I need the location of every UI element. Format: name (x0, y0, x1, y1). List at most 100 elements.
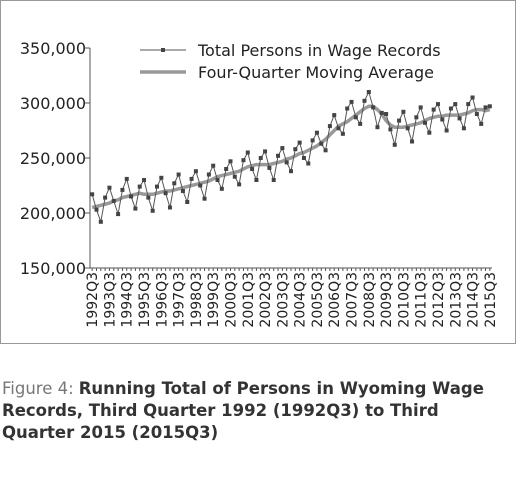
data-point (142, 178, 147, 182)
data-point (289, 169, 293, 174)
data-point (111, 198, 116, 203)
data-point (263, 149, 268, 154)
data-point (297, 140, 302, 145)
data-point (414, 115, 419, 120)
data-point (254, 178, 259, 182)
data-point (276, 153, 281, 158)
x-tick-label: 2014Q3 (466, 272, 482, 328)
data-point (418, 105, 423, 110)
data-point (146, 195, 151, 200)
data-point (94, 207, 99, 212)
data-point (483, 105, 488, 110)
x-tick-label: 2004Q3 (293, 272, 309, 328)
data-point (470, 95, 475, 100)
x-tick-label: 1996Q3 (154, 272, 170, 328)
data-point (388, 127, 393, 132)
data-point (410, 139, 415, 144)
x-tick-label: 2012Q3 (431, 272, 447, 328)
x-tick-label: 2005Q3 (310, 272, 326, 328)
data-point (258, 156, 263, 160)
data-point (271, 178, 276, 182)
x-tick-label: 1994Q3 (120, 272, 136, 328)
data-point (267, 165, 272, 170)
data-point (180, 189, 185, 193)
y-tick-label: 300,000 (20, 94, 86, 113)
data-point (375, 125, 380, 130)
x-tick-label: 2013Q3 (448, 272, 464, 328)
data-point (345, 106, 350, 111)
data-point (206, 172, 211, 177)
data-point (392, 142, 397, 147)
data-point (397, 118, 402, 123)
x-tick-label: 2006Q3 (327, 272, 343, 328)
data-point (349, 99, 354, 104)
data-point (172, 181, 177, 186)
x-tick-label: 1999Q3 (206, 272, 222, 328)
chart-frame (0, 0, 516, 344)
y-tick-label: 250,000 (20, 149, 86, 168)
x-tick-label: 2002Q3 (258, 272, 274, 328)
data-point (427, 130, 432, 135)
data-point (306, 161, 311, 166)
x-tick-label: 2010Q3 (396, 272, 412, 328)
data-point (444, 128, 449, 133)
x-tick-label: 2000Q3 (223, 272, 239, 328)
data-point (423, 120, 427, 125)
x-tick-label: 2011Q3 (414, 272, 430, 328)
data-point (202, 196, 207, 201)
data-point (103, 195, 108, 200)
data-point (211, 163, 216, 168)
data-point (185, 200, 190, 204)
data-point (314, 130, 319, 135)
data-point (241, 158, 246, 163)
data-point (487, 104, 492, 109)
x-tick-label: 1993Q3 (102, 272, 118, 328)
x-tick-label: 1992Q3 (85, 272, 101, 328)
data-point (163, 191, 168, 196)
data-point (159, 175, 164, 180)
caption-text: Running Total of Persons in Wyoming Wage… (2, 379, 484, 442)
data-point (167, 205, 172, 210)
data-point (466, 102, 471, 107)
data-point (293, 147, 298, 152)
data-point (90, 192, 95, 197)
x-tick-label: 2003Q3 (275, 272, 291, 328)
figure-label: Figure 4: (2, 379, 74, 398)
data-point (327, 124, 332, 129)
data-point (323, 148, 328, 153)
data-point (198, 183, 203, 188)
data-point (284, 160, 289, 165)
data-point (215, 178, 220, 182)
data-point (353, 115, 358, 120)
caption: Figure 4: Running Total of Persons in Wyo… (2, 378, 512, 444)
data-point (332, 113, 337, 118)
data-point (137, 184, 142, 189)
data-point (228, 159, 233, 164)
data-point (457, 116, 462, 121)
legend-label: Four-Quarter Moving Average (198, 63, 434, 82)
data-point (224, 167, 229, 171)
data-point (340, 131, 345, 136)
data-point (371, 105, 376, 110)
data-point (129, 194, 134, 199)
data-point (435, 102, 440, 107)
data-point (280, 146, 285, 151)
y-tick-label: 350,000 (20, 39, 86, 58)
legend-label: Total Persons in Wage Records (197, 41, 441, 60)
moving-average-line (91, 104, 491, 210)
x-tick-label: 1995Q3 (137, 272, 153, 328)
data-point (250, 167, 255, 171)
data-point (124, 176, 129, 181)
data-point (336, 126, 341, 131)
y-tick-label: 200,000 (20, 204, 86, 223)
data-point (310, 138, 315, 143)
data-point (116, 212, 121, 217)
data-point (232, 174, 237, 179)
data-point (358, 121, 363, 126)
data-point (448, 106, 453, 111)
data-point (474, 112, 479, 116)
x-tick-label: 2007Q3 (345, 272, 361, 328)
data-point (176, 172, 181, 177)
data-point (237, 182, 242, 187)
x-tick-label: 2001Q3 (241, 272, 257, 328)
